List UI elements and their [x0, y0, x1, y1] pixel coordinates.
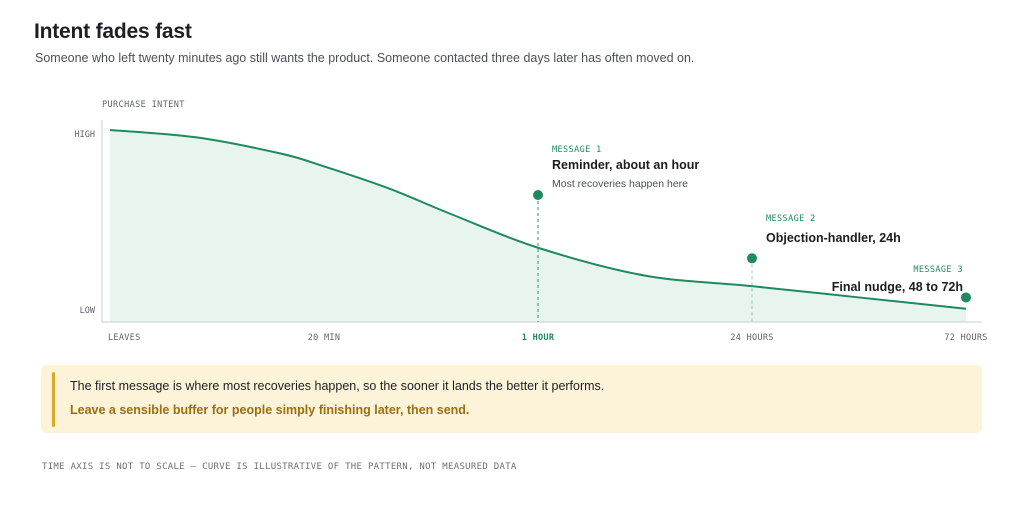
insight-callout: The first message is where most recoveri… — [41, 365, 982, 433]
message-point — [961, 292, 971, 303]
callout-accent-bar — [52, 372, 55, 427]
chart-area-fill-group — [110, 130, 966, 322]
chart-labels: PURCHASE INTENT HIGH LOW LEAVES 20 MIN 1 HOUR… — [75, 100, 988, 343]
message-tag-label: MESSAGE 1 — [552, 145, 602, 155]
y-tick-label-high: HIGH — [75, 130, 95, 140]
footnote: TIME AXIS IS NOT TO SCALE – CURVE IS ILL… — [42, 462, 517, 472]
message-title-label: Final nudge, 48 to 72h — [832, 280, 963, 294]
callout-emphasis: Leave a sensible buffer for people simpl… — [70, 403, 470, 417]
message-tag-label: MESSAGE 2 — [766, 214, 816, 224]
page-title: Intent fades fast — [34, 20, 192, 43]
callout-text: The first message is where most recoveri… — [70, 379, 605, 393]
y-tick-label-low: LOW — [80, 306, 96, 316]
message-tag-label: MESSAGE 3 — [913, 265, 963, 275]
x-tick-label: 20 MIN — [308, 333, 341, 343]
chart-marks — [109, 129, 971, 322]
x-tick-label: 72 HOURS — [944, 333, 987, 343]
message-point — [747, 253, 757, 264]
page-subtitle: Someone who left twenty minutes ago stil… — [35, 51, 695, 65]
intent-curve-line — [109, 129, 967, 310]
message-point — [533, 189, 543, 200]
message-title-label: Reminder, about an hour — [552, 158, 699, 172]
x-tick-label: LEAVES — [108, 333, 141, 343]
x-tick-label: 1 HOUR — [522, 333, 555, 343]
intent-area-fill — [110, 130, 966, 322]
message-title-label: Objection-handler, 24h — [766, 231, 901, 245]
message-note-label: Most recoveries happen here — [552, 178, 688, 190]
y-axis-title: PURCHASE INTENT — [102, 100, 185, 110]
chart-axes — [101, 120, 982, 323]
intent-chart: PURCHASE INTENT HIGH LOW LEAVES 20 MIN 1 HOUR… — [75, 100, 988, 343]
x-tick-label: 24 HOURS — [730, 333, 773, 343]
